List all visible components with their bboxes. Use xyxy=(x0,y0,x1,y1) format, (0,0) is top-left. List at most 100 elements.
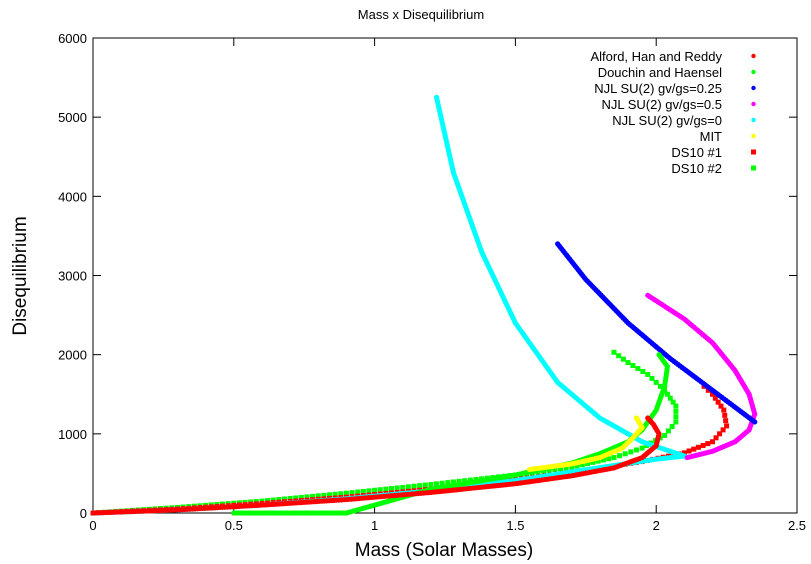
data-point xyxy=(377,487,383,493)
data-point xyxy=(287,495,293,501)
x-tick-label: 2.5 xyxy=(788,518,806,533)
series-layer xyxy=(90,94,758,516)
data-point xyxy=(640,368,646,374)
data-point xyxy=(722,412,728,418)
data-point xyxy=(546,467,552,473)
data-point xyxy=(705,441,711,447)
data-point xyxy=(355,489,361,495)
data-point xyxy=(394,485,400,491)
legend-marker xyxy=(751,117,756,123)
data-point xyxy=(557,466,563,472)
data-point xyxy=(718,403,724,409)
x-tick-label: 0.5 xyxy=(225,518,243,533)
data-point xyxy=(332,491,338,497)
chart-title: Mass x Disequilibrium xyxy=(358,7,484,22)
data-point xyxy=(595,458,601,464)
data-point xyxy=(700,442,706,448)
y-axis-title: Disequilibrium xyxy=(10,216,31,335)
y-tick-label: 1000 xyxy=(58,427,87,442)
data-point xyxy=(450,479,456,485)
data-point xyxy=(456,478,462,484)
data-point xyxy=(712,395,718,401)
data-point xyxy=(349,490,355,496)
data-point xyxy=(673,403,679,409)
data-point xyxy=(590,459,596,465)
legend-label: NJL SU(2) gv/gs=0.5 xyxy=(601,97,722,112)
data-point xyxy=(310,493,316,499)
data-point xyxy=(633,415,640,421)
data-point xyxy=(552,466,558,472)
data-point xyxy=(620,356,626,362)
y-tick-label: 4000 xyxy=(58,189,87,204)
axis-ticks: 0 0.5 1 1.5 2 2.5 0 1000 2000 3000 4000 5000 6000 xyxy=(58,31,806,533)
data-point xyxy=(673,419,679,425)
y-tick-label: 0 xyxy=(80,506,87,521)
series-2 xyxy=(555,241,758,425)
data-point xyxy=(434,481,440,487)
data-point xyxy=(270,497,276,503)
data-point xyxy=(574,463,580,469)
data-point xyxy=(691,446,697,452)
data-point xyxy=(321,492,327,498)
x-tick-label: 2 xyxy=(653,518,660,533)
legend-label: DS10 #2 xyxy=(671,161,722,176)
legend-marker xyxy=(751,85,756,91)
data-point xyxy=(649,375,655,381)
data-point xyxy=(667,395,673,401)
data-point xyxy=(715,399,721,405)
data-point xyxy=(657,383,663,389)
legend-label: DS10 #1 xyxy=(671,145,722,160)
y-tick-label: 3000 xyxy=(58,269,87,284)
data-point xyxy=(633,447,639,453)
x-tick-label: 1 xyxy=(371,518,378,533)
data-point xyxy=(664,391,670,397)
data-point xyxy=(439,480,445,486)
series-0 xyxy=(90,415,662,516)
data-point xyxy=(713,435,719,441)
data-point xyxy=(388,486,394,492)
data-point xyxy=(366,488,372,494)
data-point xyxy=(695,444,701,450)
legend-marker xyxy=(751,101,756,107)
data-point xyxy=(630,363,636,369)
data-point xyxy=(665,428,671,434)
series-7 xyxy=(90,349,679,516)
x-tick-label: 0 xyxy=(89,518,96,533)
data-point xyxy=(606,456,612,462)
x-tick-label: 1.5 xyxy=(506,518,524,533)
data-point xyxy=(600,457,606,463)
legend-marker xyxy=(751,133,756,139)
data-point xyxy=(585,461,591,467)
data-point xyxy=(445,480,451,486)
legend-label: NJL SU(2) gv/gs=0.25 xyxy=(594,81,722,96)
data-point xyxy=(723,418,729,424)
legend-marker xyxy=(751,69,756,75)
data-point xyxy=(721,407,727,413)
data-point xyxy=(710,391,716,397)
data-point xyxy=(569,464,575,470)
data-point xyxy=(276,497,282,503)
legend-label: MIT xyxy=(700,129,722,144)
y-tick-label: 6000 xyxy=(58,31,87,46)
x-axis-title: Mass (Solar Masses) xyxy=(355,540,533,561)
legend-label: Douchin and Haensel xyxy=(598,65,722,80)
data-point xyxy=(645,292,651,298)
data-point xyxy=(405,484,411,490)
data-point xyxy=(281,496,287,502)
data-point xyxy=(372,487,378,493)
data-point xyxy=(304,494,310,500)
data-point xyxy=(433,94,440,100)
data-point xyxy=(360,488,366,494)
data-point xyxy=(705,387,711,393)
data-point xyxy=(635,366,641,372)
data-point xyxy=(293,495,299,501)
data-point xyxy=(625,360,631,366)
data-point xyxy=(720,427,726,433)
data-point xyxy=(639,445,645,451)
legend-marker xyxy=(751,165,756,171)
legend-label: Alford, Han and Reddy xyxy=(590,49,722,64)
y-tick-label: 5000 xyxy=(58,110,87,125)
data-point xyxy=(315,493,321,499)
